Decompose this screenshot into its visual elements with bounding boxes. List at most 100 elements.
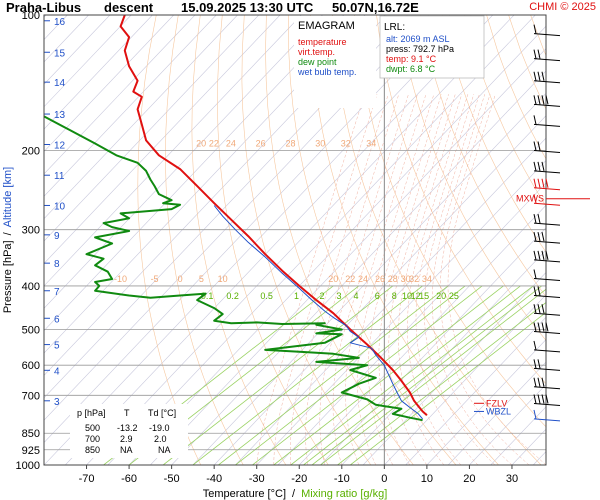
table-cell-td: NA (158, 445, 171, 455)
mixing-ratio-label: 2 (319, 291, 324, 301)
legend-dew-point: dew point (298, 57, 337, 67)
adiabat-label: 22 (345, 274, 355, 284)
chart-header-coords: 50.07N,16.72E (332, 0, 419, 15)
mixing-ratio-label: 4 (354, 291, 359, 301)
wind-barbs (533, 24, 561, 422)
lrl-dewpoint: dwpt: 6.8 °C (386, 64, 436, 74)
adiabat-label: 28 (388, 274, 398, 284)
isotherm-line (44, 15, 260, 242)
isotherm-line (341, 249, 546, 465)
table-row: 850 NA NA (85, 445, 171, 455)
moist-adiabat-line (424, 94, 496, 465)
moist-adiabat-line (356, 94, 435, 465)
series-line-dew-point (44, 115, 423, 422)
mixing-ratio-line (162, 285, 394, 465)
x-tick-label: 10 (421, 473, 433, 485)
mixing-ratio-line (218, 285, 449, 465)
wind-barb (533, 71, 561, 84)
x-axis-ticks: -70 -60 -50 -40 -30 -20 -10 0 10 20 30 (79, 465, 518, 485)
mixing-ratio-label: 12 (411, 291, 421, 301)
wind-barb (533, 141, 561, 153)
y-tick-label: 1000 (16, 460, 40, 472)
isotherm-line (44, 15, 153, 130)
wind-barb (533, 304, 561, 316)
wind-barb (533, 194, 561, 206)
altitude-label: 13 (54, 110, 66, 121)
mixing-ratio-line (320, 288, 546, 465)
y-tick-label: 600 (22, 360, 40, 372)
dry-adiabat-line (354, 15, 546, 428)
wind-barb (533, 95, 561, 107)
x-axis-label-mixing: Mixing ratio [g/kg] (301, 488, 387, 500)
adiabat-label: 34 (366, 138, 376, 148)
adiabat-label: 28 (285, 138, 295, 148)
isotherm-line (192, 92, 546, 465)
moist-adiabat-line (305, 94, 400, 465)
x-tick-label: -30 (249, 473, 265, 485)
mixing-ratio-label: 20 (436, 291, 446, 301)
moist-adiabat-line (432, 94, 513, 465)
altitude-label: 4 (54, 366, 60, 377)
y-axis-separator: / (2, 231, 14, 235)
y-axis-label: Pressure [hPa] (2, 240, 14, 313)
legend-virtual-temp: virt.temp. (298, 47, 335, 57)
y-axis-label-altitude: Altitude [km] (2, 167, 14, 228)
isotherm-line (44, 15, 238, 220)
y-tick-label: 200 (22, 145, 40, 157)
isotherm-line (44, 15, 323, 309)
isotherm-line (384, 294, 546, 465)
mixing-ratio-label: 0.2 (226, 291, 239, 301)
adiabat-label: 32 (409, 274, 419, 284)
mixing-ratio-label: 0.5 (260, 291, 273, 301)
adiabat-label: 26 (256, 138, 266, 148)
altitude-label: 7 (54, 287, 60, 298)
adiabat-label: -10 (114, 274, 127, 284)
isotherm-line (107, 15, 536, 465)
table-row: 500 -13.2 -19.0 (85, 423, 170, 433)
y-axis-ticks: 100 200 300 400 500 600 700 850 925 1000 (16, 10, 40, 472)
moist-adiabat-line (319, 94, 409, 465)
dry-adiabat-line (376, 15, 546, 385)
altitude-label: 15 (54, 48, 66, 59)
adiabat-label: 30 (315, 138, 325, 148)
mixing-ratio-line (235, 285, 466, 465)
lrl-temperature: temp: 9.1 °C (386, 54, 437, 64)
isotherm-line (576, 15, 600, 465)
dry-adiabat-line (464, 15, 546, 207)
dry-adiabat-line (420, 15, 546, 298)
moist-adiabat-line (407, 94, 469, 465)
x-tick-label: 0 (381, 473, 387, 485)
altitude-label: 8 (54, 259, 60, 270)
y-tick-label: 850 (22, 428, 40, 440)
wind-barb (533, 394, 561, 406)
wind-barb (533, 213, 561, 226)
wind-barb (533, 49, 561, 62)
lrl-pressure: press: 792.7 hPa (386, 44, 454, 54)
wind-barb (533, 269, 561, 281)
x-axis-label: Temperature [°C] (203, 488, 286, 500)
adiabat-label: 5 (199, 274, 204, 284)
isotherm-line (44, 15, 217, 197)
isotherm-line (44, 15, 451, 444)
adiabat-label: 30 (401, 274, 411, 284)
table-cell-t: NA (120, 445, 133, 455)
wbzl-label: WBZL (486, 406, 511, 416)
moist-adiabat-line (378, 94, 449, 465)
mixing-ratio-label: 6 (375, 291, 380, 301)
table-row: 700 2.9 2.0 (85, 434, 167, 444)
isotherm-line (256, 160, 546, 465)
legend-temperature: temperature (298, 37, 347, 47)
isotherm-line (171, 70, 546, 465)
table-cell-t: -13.2 (117, 423, 138, 433)
wind-barb (533, 359, 561, 371)
chart-header-mode: descent (104, 0, 154, 15)
mixing-ratio-label: 15 (419, 291, 429, 301)
table-cell-t: 2.9 (120, 434, 133, 444)
altitude-label: 3 (54, 397, 60, 408)
adiabat-label: 20 (328, 274, 338, 284)
adiabat-label: 24 (358, 274, 368, 284)
altitude-label: 16 (54, 17, 66, 28)
series-line-temperature (119, 15, 428, 416)
